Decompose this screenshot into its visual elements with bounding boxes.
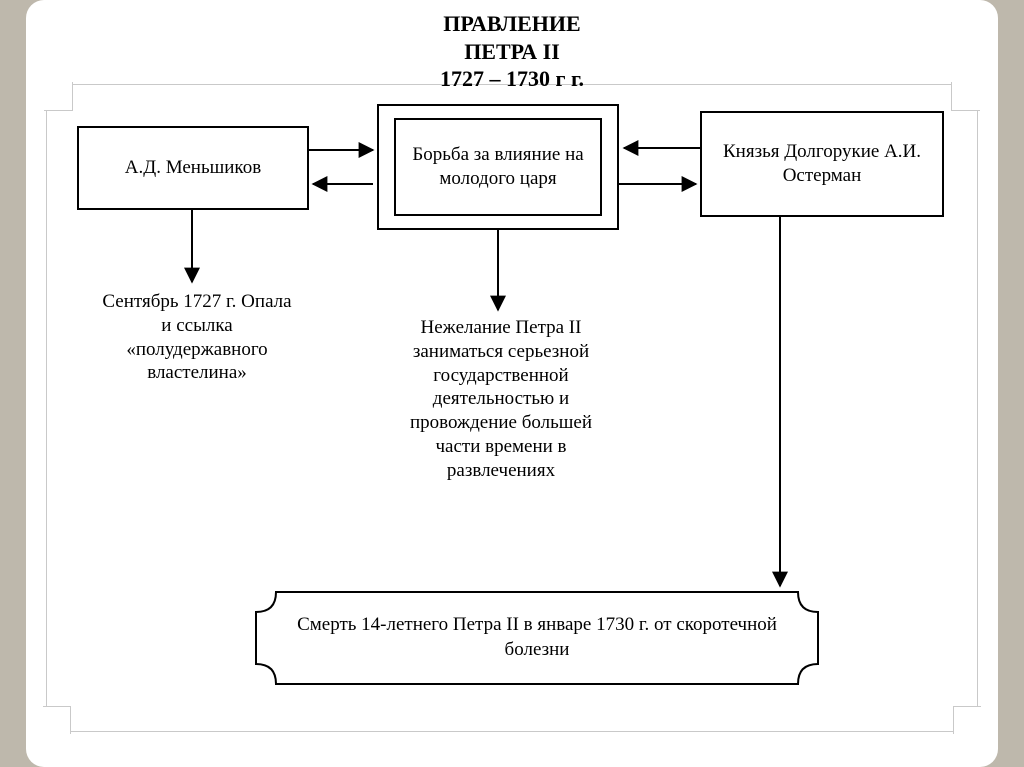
plaque-death: Смерть 14-летнего Петра II в январе 1730… [254, 590, 820, 686]
title-line-3: 1727 – 1730 г г. [0, 65, 1024, 93]
box-menshikov: А.Д. Меньшиков [77, 126, 309, 210]
box-menshikov-label: А.Д. Меньшиков [125, 156, 261, 180]
box-struggle-label: Борьба за влияние на молодого царя [402, 143, 594, 191]
box-dolgorukie: Князья Долгорукие А.И. Остерман [700, 111, 944, 217]
box-struggle-inner: Борьба за влияние на молодого царя [394, 118, 602, 216]
text-nezhelanie-content: Нежелание Петра II заниматься серьезной … [410, 317, 592, 481]
inner-frame-notch-bl [43, 706, 71, 734]
plaque-death-label: Смерть 14-летнего Петра II в январе 1730… [284, 590, 790, 686]
box-dolgorukie-label: Князья Долгорукие А.И. Остерман [710, 140, 934, 188]
title-line-1: ПРАВЛЕНИЕ [0, 10, 1024, 38]
title-line-2: ПЕТРА II [0, 38, 1024, 66]
text-nezhelanie: Нежелание Петра II заниматься серьезной … [395, 316, 607, 482]
diagram-title: ПРАВЛЕНИЕ ПЕТРА II 1727 – 1730 г г. [0, 10, 1024, 93]
text-opala: Сентябрь 1727 г. Опала и ссылка «полудер… [102, 290, 292, 385]
inner-frame-notch-br [953, 706, 981, 734]
text-opala-content: Сентябрь 1727 г. Опала и ссылка «полудер… [102, 291, 291, 383]
